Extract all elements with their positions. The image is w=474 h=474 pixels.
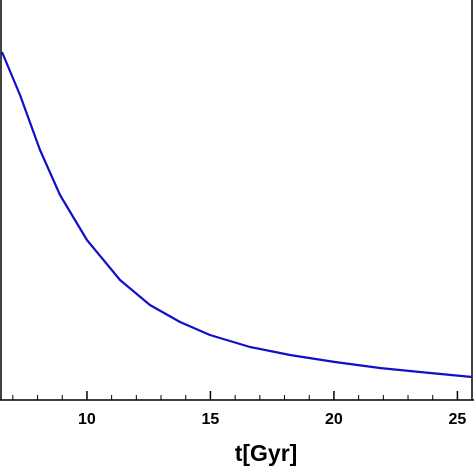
x-tick-label: 15 <box>202 411 220 428</box>
data-line <box>0 51 473 379</box>
x-tick-label: 10 <box>78 411 96 428</box>
x-tick-label: 25 <box>449 411 467 428</box>
x-tick-label: 20 <box>325 411 343 428</box>
x-axis-label: t[Gyr] <box>235 440 298 466</box>
